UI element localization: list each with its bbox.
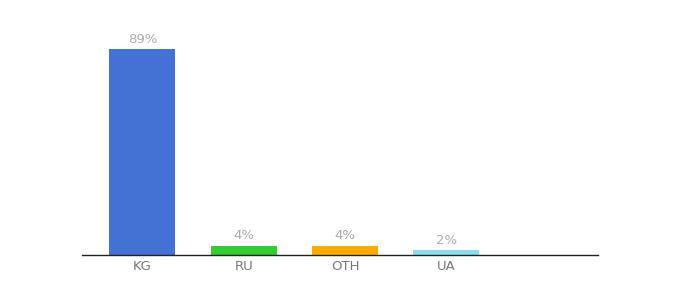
- Text: 4%: 4%: [233, 229, 254, 242]
- Text: 2%: 2%: [436, 234, 457, 247]
- Bar: [413, 250, 479, 255]
- Text: 4%: 4%: [335, 229, 356, 242]
- Bar: [211, 246, 277, 255]
- Bar: [312, 246, 378, 255]
- Bar: [109, 50, 175, 255]
- Text: 89%: 89%: [128, 33, 157, 46]
